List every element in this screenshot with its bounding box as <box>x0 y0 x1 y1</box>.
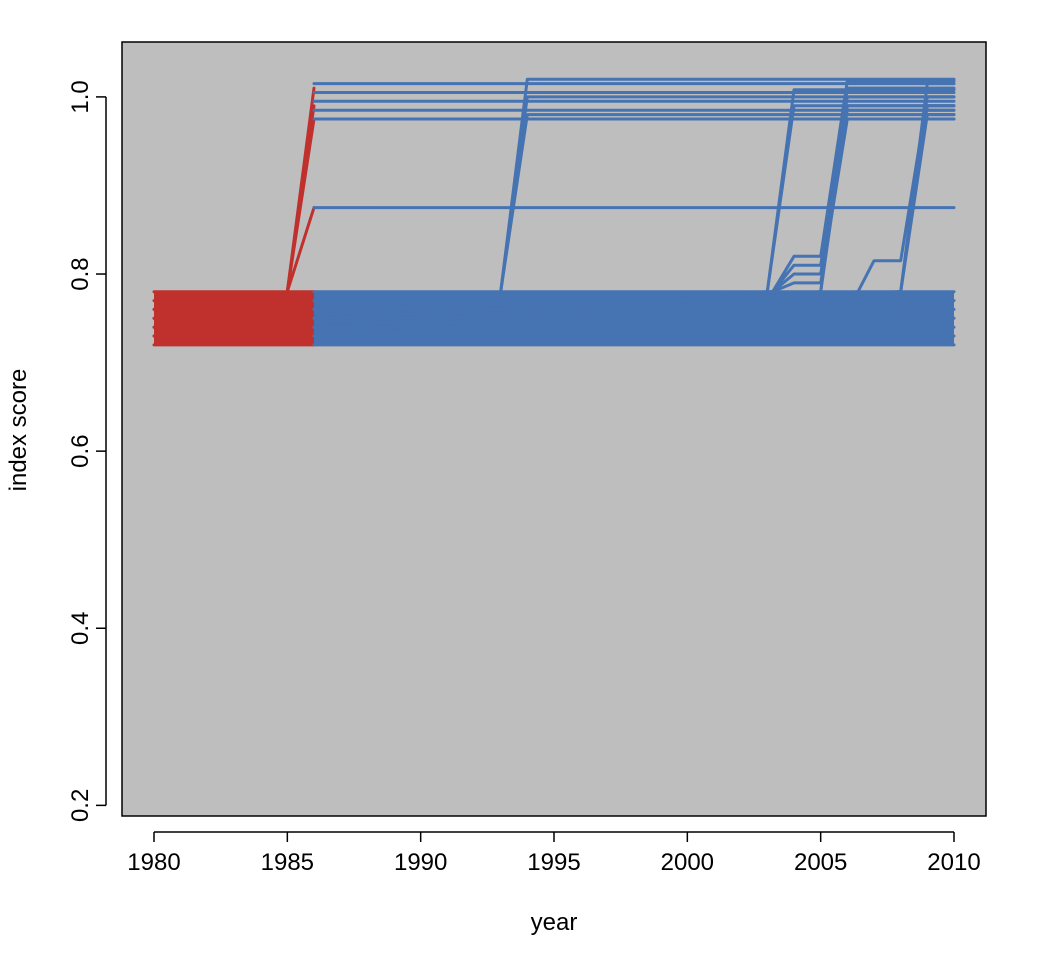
y-tick-label: 0.8 <box>67 257 94 290</box>
x-tick-label: 1990 <box>394 849 447 876</box>
x-axis: 1980 1985 1990 1995 2000 2005 2010 <box>127 831 981 876</box>
y-tick-label: 0.2 <box>67 789 94 822</box>
y-tick-label: 1.0 <box>67 80 94 113</box>
x-tick-label: 2010 <box>927 849 980 876</box>
x-axis-title: year <box>531 909 578 936</box>
series-layer <box>152 77 956 347</box>
series-line-24 <box>312 108 956 311</box>
plot-frame <box>121 41 987 817</box>
x-tick-label: 1985 <box>261 849 314 876</box>
y-axis-title: index score <box>5 369 32 492</box>
plot-background <box>122 42 986 816</box>
x-tick-label: 2005 <box>794 849 847 876</box>
x-tick-label: 2000 <box>661 849 714 876</box>
x-tick-label: 1980 <box>127 849 180 876</box>
x-tick-label: 1995 <box>527 849 580 876</box>
y-axis: 0.2 0.4 0.6 0.8 1.0 <box>67 80 107 822</box>
y-tick-label: 0.4 <box>67 612 94 645</box>
y-tick-label: 0.6 <box>67 434 94 467</box>
